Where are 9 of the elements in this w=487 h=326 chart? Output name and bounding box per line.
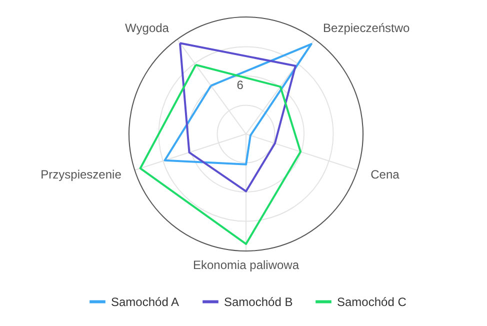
text: 6: [236, 78, 244, 92]
spoke-label: Przyspieszenie: [40, 167, 122, 182]
spoke-label: Bezpieczeństwo: [323, 20, 410, 35]
spoke-label: Ekonomia paliwowa: [192, 258, 300, 272]
legend-label: Samochód A: [111, 294, 180, 309]
legend-label: Samochód C: [337, 294, 407, 309]
legend-label: Samochód B: [224, 294, 293, 309]
spoke-label: Cena: [370, 167, 400, 182]
spoke-label: Wygoda: [125, 20, 170, 35]
